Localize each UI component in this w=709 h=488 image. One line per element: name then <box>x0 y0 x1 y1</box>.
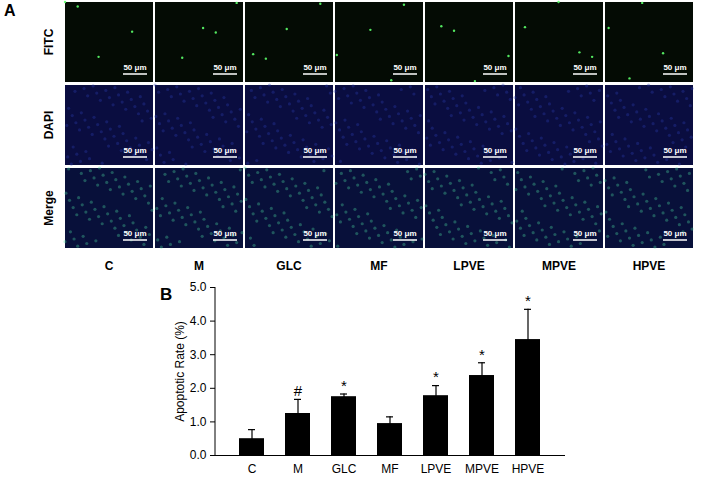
svg-text:#: # <box>294 382 303 399</box>
svg-text:50 μm: 50 μm <box>483 229 506 238</box>
svg-text:50 μm: 50 μm <box>393 63 416 72</box>
svg-text:Apoptotic Rate (%): Apoptotic Rate (%) <box>173 321 187 422</box>
svg-text:MPVE: MPVE <box>542 259 576 273</box>
svg-text:A: A <box>4 2 16 19</box>
svg-text:50 μm: 50 μm <box>483 63 506 72</box>
svg-text:LPVE: LPVE <box>453 259 484 273</box>
svg-text:C: C <box>105 259 114 273</box>
svg-text:M: M <box>194 259 204 273</box>
svg-text:50 μm: 50 μm <box>303 63 326 72</box>
svg-text:50 μm: 50 μm <box>573 146 596 155</box>
svg-text:5.0: 5.0 <box>190 280 207 294</box>
svg-text:50 μm: 50 μm <box>303 146 326 155</box>
svg-text:DAPI: DAPI <box>42 111 56 140</box>
svg-text:MPVE: MPVE <box>465 462 499 476</box>
svg-text:Merge: Merge <box>42 190 56 226</box>
svg-text:GLC: GLC <box>332 462 357 476</box>
svg-text:50 μm: 50 μm <box>213 229 236 238</box>
svg-text:2.0: 2.0 <box>190 381 207 395</box>
svg-text:50 μm: 50 μm <box>303 229 326 238</box>
svg-text:50 μm: 50 μm <box>663 229 686 238</box>
svg-text:C: C <box>248 462 257 476</box>
html-text:B: B <box>160 285 173 304</box>
svg-text:50 μm: 50 μm <box>213 146 236 155</box>
svg-text:*: * <box>479 346 485 363</box>
svg-text:50 μm: 50 μm <box>573 63 596 72</box>
svg-text:1.0: 1.0 <box>190 415 207 429</box>
svg-text:GLC: GLC <box>276 259 302 273</box>
svg-text:*: * <box>341 377 347 394</box>
svg-text:HPVE: HPVE <box>633 259 666 273</box>
svg-text:MF: MF <box>381 462 398 476</box>
svg-text:MF: MF <box>370 259 387 273</box>
svg-text:50 μm: 50 μm <box>663 146 686 155</box>
svg-text:50 μm: 50 μm <box>123 63 146 72</box>
svg-text:50 μm: 50 μm <box>123 229 146 238</box>
svg-text:50 μm: 50 μm <box>483 146 506 155</box>
svg-text:*: * <box>433 368 439 385</box>
svg-text:4.0: 4.0 <box>190 314 207 328</box>
svg-text:*: * <box>525 292 531 309</box>
svg-text:LPVE: LPVE <box>421 462 452 476</box>
svg-text:50 μm: 50 μm <box>573 229 596 238</box>
svg-text:HPVE: HPVE <box>512 462 545 476</box>
svg-text:50 μm: 50 μm <box>213 63 236 72</box>
svg-text:50 μm: 50 μm <box>123 146 146 155</box>
svg-text:50 μm: 50 μm <box>393 229 416 238</box>
svg-text:50 μm: 50 μm <box>663 63 686 72</box>
svg-text:50 μm: 50 μm <box>393 146 416 155</box>
svg-text:M: M <box>293 462 303 476</box>
svg-text:0.0: 0.0 <box>190 448 207 462</box>
svg-text:3.0: 3.0 <box>190 348 207 362</box>
svg-text:FITC: FITC <box>42 28 56 55</box>
